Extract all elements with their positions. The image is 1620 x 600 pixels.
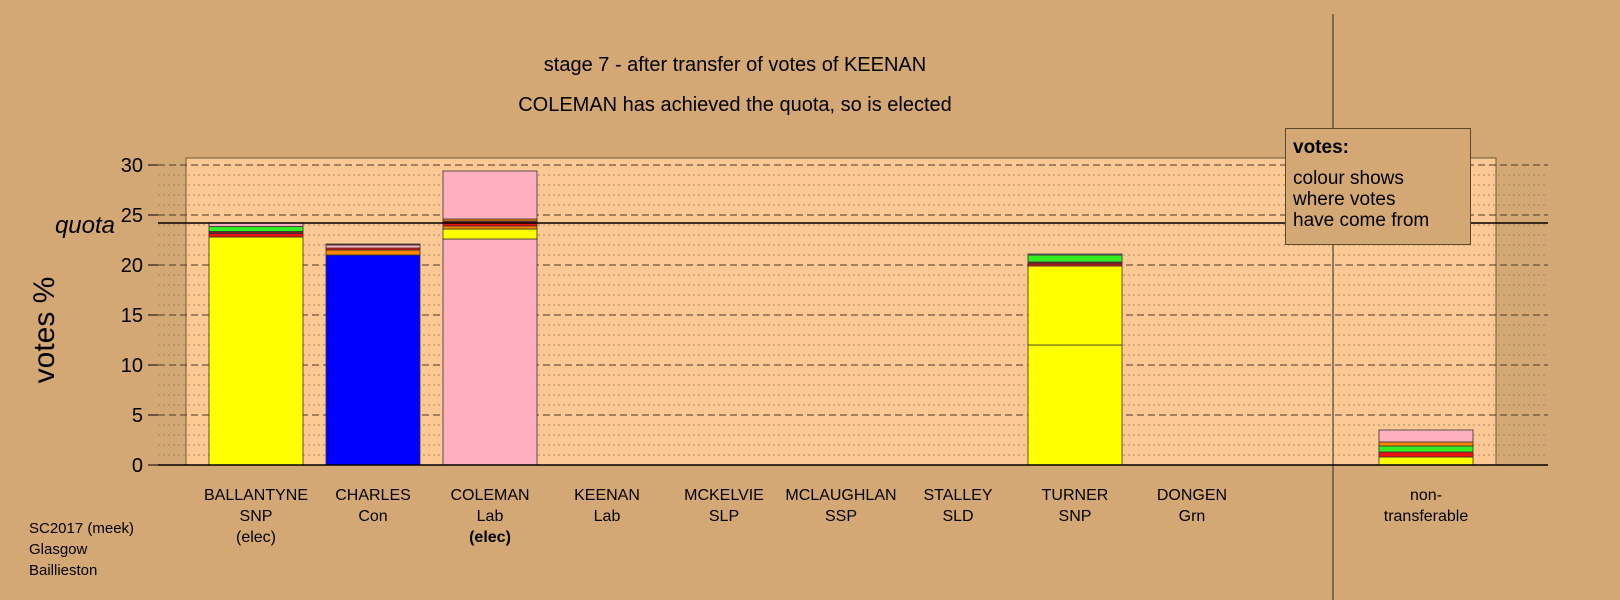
candidate-name: STALLEY: [923, 487, 993, 504]
legend-line: where votes: [1293, 189, 1396, 210]
candidate-label: TURNER SNP: [1015, 485, 1135, 527]
bar-segment: [442, 225, 538, 230]
y-axis-label: votes %: [28, 276, 61, 384]
source-note: SC2017 (meek) Glasgow Baillieston: [29, 518, 134, 581]
y-tick-label: 15: [121, 305, 143, 327]
bar-segment: [325, 254, 421, 466]
candidate-label: DONGEN Grn: [1132, 485, 1252, 527]
candidate-party: SLP: [708, 508, 740, 525]
bar-segment: [325, 243, 421, 246]
y-tick-label: 5: [132, 405, 143, 427]
candidate-party: Con: [358, 508, 388, 525]
bar-segment: [1027, 265, 1123, 346]
legend-heading: votes:: [1293, 137, 1349, 158]
candidate-party: Lab: [476, 508, 504, 525]
quota-label: quota: [55, 212, 115, 239]
source-line: Baillieston: [29, 562, 98, 579]
source-line: SC2017 (meek): [29, 520, 135, 537]
candidate-name: DONGEN: [1156, 487, 1228, 504]
y-tick-label: 0: [132, 455, 143, 477]
bar-segment: [208, 233, 304, 238]
bar-segment: [1027, 254, 1123, 263]
candidate-label: KEENAN Lab: [547, 485, 667, 527]
bar-segment: [1027, 344, 1123, 466]
legend-line: colour shows: [1293, 168, 1404, 189]
bar-segment: [1378, 429, 1474, 443]
candidate-name: COLEMAN: [450, 487, 530, 504]
candidate-name: BALLANTYNE: [203, 487, 309, 504]
bar-segment: [1378, 445, 1474, 453]
bar-segment: [1027, 253, 1123, 256]
y-tick-label: 25: [121, 205, 143, 227]
candidate-party: SNP: [239, 508, 273, 525]
bar-segment: [325, 244, 421, 249]
y-tick-label: 20: [121, 255, 143, 277]
bar-segment: [1378, 451, 1474, 458]
candidate-status: (elec): [469, 529, 511, 546]
candidate-name: MCKELVIE: [684, 487, 764, 504]
chart-subtitle: COLEMAN has achieved the quota, so is el…: [518, 94, 952, 116]
candidate-label: STALLEY SLD: [898, 485, 1018, 527]
candidate-label: MCKELVIE SLP: [664, 485, 784, 527]
legend-box: votes: colour shows where votes have com…: [1285, 128, 1471, 245]
legend-line: have come from: [1293, 210, 1430, 231]
bar-segment: [1378, 441, 1474, 447]
bar-segment: [208, 236, 304, 466]
chart-title: stage 7 - after transfer of votes of KEE…: [543, 54, 927, 76]
bar-segment: [1378, 456, 1474, 466]
candidate-name: KEENAN: [574, 487, 640, 504]
bar-segment: [208, 226, 304, 232]
y-tick-label: 30: [121, 155, 143, 177]
candidate-name: TURNER: [1041, 487, 1109, 504]
source-line: Glasgow: [29, 541, 88, 558]
bar-segment: [325, 249, 421, 256]
candidate-party: Grn: [1178, 508, 1206, 525]
candidate-party: transferable: [1383, 508, 1469, 525]
candidate-name: non-: [1409, 487, 1443, 504]
candidate-label: MCLAUGHLAN SSP: [781, 485, 901, 527]
candidate-label: CHARLES Con: [313, 485, 433, 527]
candidate-party: SLD: [942, 508, 974, 525]
candidate-name: MCLAUGHLAN: [785, 487, 897, 504]
candidate-label: non-transferable: [1366, 485, 1486, 527]
candidate-label: BALLANTYNE SNP (elec): [196, 485, 316, 548]
candidate-status: (elec): [235, 529, 276, 546]
bar-segment: [442, 228, 538, 240]
candidate-party: Lab: [593, 508, 621, 525]
bar-segment: [442, 170, 538, 220]
bar-segment: [442, 238, 538, 466]
candidate-label: COLEMAN Lab (elec): [430, 485, 550, 548]
candidate-party: SSP: [824, 508, 857, 525]
candidate-name: CHARLES: [335, 487, 411, 504]
y-tick-label: 10: [121, 355, 143, 377]
candidate-party: SNP: [1058, 508, 1092, 525]
